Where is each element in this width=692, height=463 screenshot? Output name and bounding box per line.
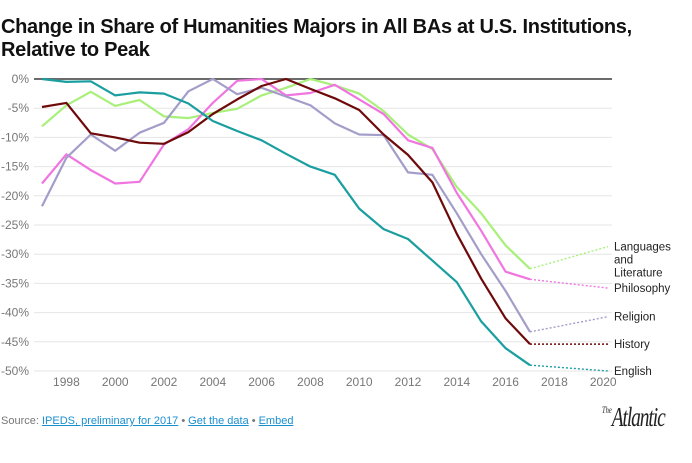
footer: Source: IPEDS, preliminary for 2017 • Get …	[1, 415, 293, 427]
series-projection	[529, 245, 609, 270]
x-tick-label: 2010	[346, 375, 373, 389]
atlantic-logo: TheAtlantic	[602, 402, 666, 433]
y-tick-label: -50%	[1, 364, 29, 378]
x-tick-label: 2006	[248, 375, 275, 389]
line-chart: 0% -5% -10% -15% -20% -25% -30% -35% -40% -45% -50…	[1, 72, 671, 389]
series-line	[41, 77, 531, 345]
x-tick-label: 2004	[199, 375, 226, 389]
logo-name: Atlantic	[611, 402, 666, 432]
series-label: and	[614, 255, 633, 267]
gridlines	[34, 78, 612, 372]
get-data-link[interactable]: Get the data	[188, 415, 249, 427]
y-tick-label: -10%	[1, 130, 29, 144]
x-tick-label: 2014	[443, 375, 470, 389]
y-tick-label: -20%	[1, 189, 29, 203]
y-axis-ticks: 0% -5% -10% -15% -20% -25% -30% -35% -40% -45% -50…	[1, 72, 29, 378]
series-projection	[529, 316, 609, 333]
series-label: Philosophy	[614, 283, 671, 295]
series-label: Literature	[614, 268, 663, 280]
x-tick-label: 2000	[102, 375, 129, 389]
x-tick-label: 2018	[541, 375, 568, 389]
y-tick-label: -5%	[8, 101, 30, 115]
source-link[interactable]: IPEDS, preliminary for 2017	[41, 415, 179, 427]
series-label: History	[614, 339, 650, 351]
y-tick-label: 0%	[12, 72, 30, 86]
series-label: Languages	[614, 242, 671, 254]
series-line	[41, 77, 531, 367]
y-tick-label: -30%	[1, 247, 29, 261]
separator: •	[251, 415, 256, 427]
source-prefix: Source:	[1, 415, 42, 427]
x-axis-ticks: 1998 2000 2002 2004 2006 2008 2010 2012 2014 2016…	[53, 375, 617, 389]
series-line	[41, 77, 531, 333]
x-tick-label: 2020	[590, 375, 617, 389]
x-tick-label: 2008	[297, 375, 324, 389]
y-tick-label: -45%	[1, 335, 29, 349]
x-tick-label: 2002	[151, 375, 178, 389]
embed-link[interactable]: Embed	[258, 415, 294, 427]
y-tick-label: -40%	[1, 306, 29, 320]
series-label: English	[614, 366, 652, 378]
y-tick-label: -25%	[1, 218, 29, 232]
series-label: Religion	[614, 312, 656, 324]
series-projection	[529, 364, 609, 372]
logo-the: The	[602, 405, 612, 415]
separator: •	[181, 415, 186, 427]
series-line	[41, 77, 531, 270]
y-tick-label: -35%	[1, 276, 29, 290]
y-tick-label: -15%	[1, 160, 29, 174]
series-lines	[41, 77, 609, 372]
chart-title: Change in Share of Humanities Majors in …	[1, 16, 632, 61]
series-projection	[529, 278, 609, 289]
series-line	[41, 77, 531, 281]
x-tick-label: 2016	[492, 375, 519, 389]
x-tick-label: 2012	[395, 375, 422, 389]
x-tick-label: 1998	[53, 375, 80, 389]
